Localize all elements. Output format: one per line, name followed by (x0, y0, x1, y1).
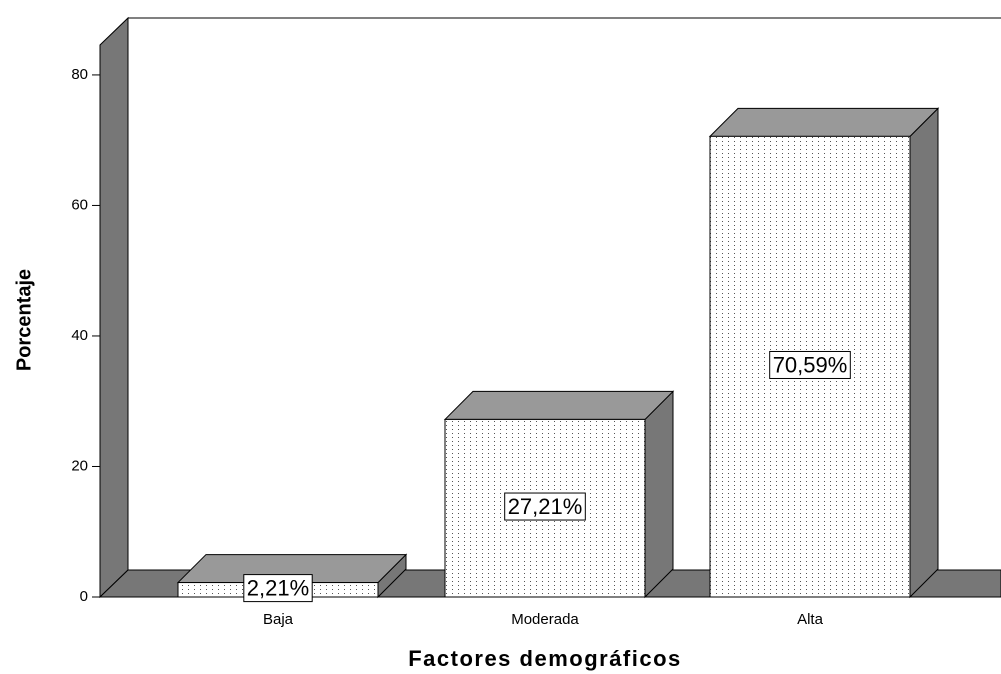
value-label: 2,21% (247, 576, 309, 601)
value-label-box (769, 350, 851, 379)
y-tick-label: 0 (80, 588, 88, 605)
x-tick-label: Moderada (511, 611, 579, 628)
bar-top (708, 107, 940, 137)
bar-top (443, 390, 675, 420)
x-tick-label: Alta (797, 611, 824, 628)
bar-side (909, 107, 939, 599)
y-tick-label: 60 (71, 196, 88, 213)
x-axis-title: Factores demográficos (408, 646, 682, 671)
y-tick-label: 80 (71, 66, 88, 83)
value-label: 70,59% (773, 352, 848, 377)
value-label-box (504, 492, 586, 521)
x-tick-label: Baja (263, 611, 294, 628)
y-axis-title: Porcentaje (13, 269, 35, 371)
bar-side (644, 390, 674, 599)
y-tick-label: 20 (71, 457, 88, 474)
value-label: 27,21% (508, 494, 583, 519)
y-tick-label: 40 (71, 327, 88, 344)
bar (176, 553, 408, 599)
left-wall (99, 16, 129, 599)
value-label-box (243, 574, 313, 603)
